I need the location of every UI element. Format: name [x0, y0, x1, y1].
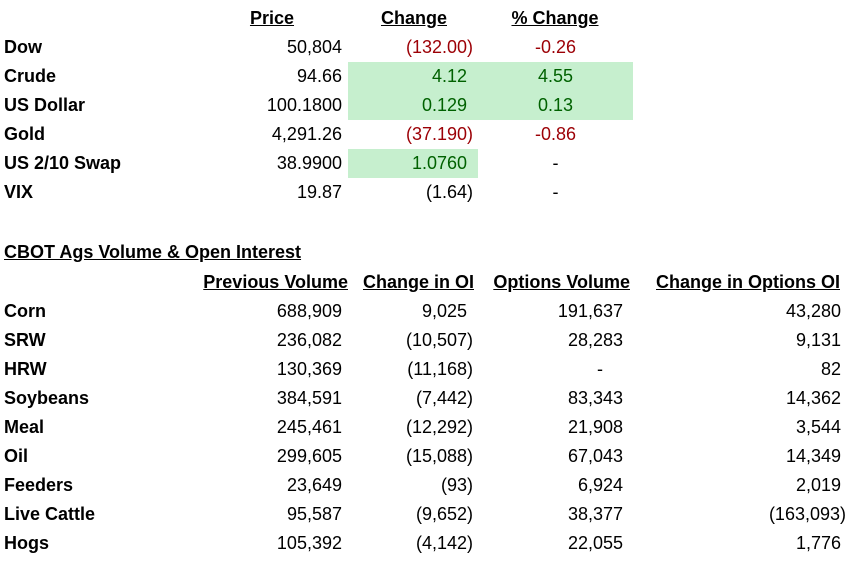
market-row-us-dollar: US Dollar 100.1800 0.129 0.13 [0, 91, 851, 120]
change-in-options-oi-value: 3,544 [795, 417, 841, 437]
previous-volume-value: 688,909 [276, 301, 342, 321]
previous-volume-value: 384,591 [276, 388, 342, 408]
cbot-row-meal: Meal 245,461 (12,292) 21,908 3,544 [0, 413, 851, 442]
price-value: 19.87 [296, 182, 342, 202]
previous-volume-value: 245,461 [276, 417, 342, 437]
options-volume-value: 21,908 [567, 417, 623, 437]
options-volume-value: 83,343 [567, 388, 623, 408]
market-label: Dow [4, 37, 42, 57]
previous-volume-header: Previous Volume [203, 272, 348, 292]
pct-change-value: 4.55 [478, 62, 633, 91]
change-in-options-oi-value: 9,131 [795, 330, 841, 350]
price-value: 100.1800 [266, 95, 342, 115]
commodity-label: Feeders [4, 475, 74, 495]
options-volume-value: 67,043 [567, 446, 623, 466]
commodity-label: Live Cattle [4, 504, 96, 524]
market-label: US 2/10 Swap [4, 153, 122, 173]
cbot-row-soybeans: Soybeans 384,591 (7,442) 83,343 14,362 [0, 384, 851, 413]
pct-change-value: -0.26 [534, 37, 577, 57]
cbot-title-row: CBOT Ags Volume & Open Interest [0, 238, 851, 267]
options-volume-value: - [597, 359, 603, 379]
market-header-row: Price Change % Change [0, 4, 851, 33]
options-volume-value: 22,055 [567, 533, 623, 553]
change-value: 4.12 [348, 62, 478, 91]
change-in-options-oi-value: (163,093) [768, 504, 846, 524]
price-value: 94.66 [296, 66, 342, 86]
previous-volume-value: 236,082 [276, 330, 342, 350]
cbot-row-oil: Oil 299,605 (15,088) 67,043 14,349 [0, 442, 851, 471]
market-label: Crude [4, 66, 57, 86]
price-value: 38.9900 [276, 153, 342, 173]
options-volume-value: 38,377 [567, 504, 623, 524]
previous-volume-value: 23,649 [286, 475, 342, 495]
options-volume-value: 28,283 [567, 330, 623, 350]
price-value: 50,804 [286, 37, 342, 57]
change-value: (132.00) [405, 37, 473, 57]
market-row-dow: Dow 50,804 (132.00) -0.26 [0, 33, 851, 62]
change-in-options-oi-value: 14,362 [785, 388, 841, 408]
cbot-row-corn: Corn 688,909 9,025 191,637 43,280 [0, 297, 851, 326]
cbot-row-hrw: HRW 130,369 (11,168) - 82 [0, 355, 851, 384]
change-in-oi-value: (10,507) [405, 330, 473, 350]
change-in-oi-value: (93) [440, 475, 473, 495]
market-label: VIX [4, 182, 34, 202]
change-value: (1.64) [425, 182, 473, 202]
change-in-oi-value: (9,652) [415, 504, 473, 524]
commodity-label: SRW [4, 330, 46, 350]
change-in-options-oi-value: 2,019 [795, 475, 841, 495]
change-value: (37.190) [405, 124, 473, 144]
change-in-options-oi-value: 14,349 [785, 446, 841, 466]
previous-volume-value: 130,369 [276, 359, 342, 379]
commodity-label: Corn [4, 301, 46, 321]
cbot-row-feeders: Feeders 23,649 (93) 6,924 2,019 [0, 471, 851, 500]
price-header: Price [249, 8, 295, 28]
market-row-crude: Crude 94.66 4.12 4.55 [0, 62, 851, 91]
pct-change-value: -0.86 [534, 124, 577, 144]
section-title: CBOT Ags Volume & Open Interest [4, 242, 302, 262]
commodity-label: Oil [4, 446, 29, 466]
previous-volume-value: 299,605 [276, 446, 342, 466]
change-in-oi-header: Change in OI [362, 272, 474, 292]
options-volume-value: 191,637 [557, 301, 623, 321]
change-in-oi-value: 9,025 [421, 301, 467, 321]
pct-change-header: % Change [511, 8, 599, 28]
change-in-options-oi-header: Change in Options OI [656, 272, 840, 292]
cbot-row-srw: SRW 236,082 (10,507) 28,283 9,131 [0, 326, 851, 355]
previous-volume-value: 95,587 [286, 504, 342, 524]
commodity-label: Soybeans [4, 388, 90, 408]
market-label: US Dollar [4, 95, 86, 115]
options-volume-value: 6,924 [577, 475, 623, 495]
change-header: Change [380, 8, 447, 28]
change-in-oi-value: (12,292) [405, 417, 473, 437]
change-value: 1.0760 [348, 149, 478, 178]
pct-change-value: - [552, 153, 559, 173]
previous-volume-value: 105,392 [276, 533, 342, 553]
change-in-oi-value: (11,168) [407, 359, 473, 379]
commodity-label: Hogs [4, 533, 49, 553]
change-in-oi-value: (15,088) [405, 446, 473, 466]
cbot-header-row: Previous Volume Change in OI Options Vol… [0, 268, 851, 297]
pct-change-value: - [552, 182, 559, 202]
market-row-vix: VIX 19.87 (1.64) - [0, 178, 851, 207]
market-row-gold: Gold 4,291.26 (37.190) -0.86 [0, 120, 851, 149]
options-volume-header: Options Volume [493, 272, 630, 292]
change-in-oi-value: (7,442) [415, 388, 473, 408]
change-in-oi-value: (4,142) [415, 533, 473, 553]
market-row-us-2-10-swap: US 2/10 Swap 38.9900 1.0760 - [0, 149, 851, 178]
change-in-options-oi-value: 1,776 [795, 533, 841, 553]
change-in-options-oi-value: 82 [820, 359, 841, 379]
pct-change-value: 0.13 [478, 91, 633, 120]
price-value: 4,291.26 [271, 124, 342, 144]
commodity-label: HRW [4, 359, 47, 379]
change-in-options-oi-value: 43,280 [785, 301, 841, 321]
change-value: 0.129 [348, 91, 478, 120]
market-label: Gold [4, 124, 45, 144]
commodity-label: Meal [4, 417, 45, 437]
cbot-row-live-cattle: Live Cattle 95,587 (9,652) 38,377 (163,0… [0, 500, 851, 529]
cbot-row-hogs: Hogs 105,392 (4,142) 22,055 1,776 [0, 529, 851, 558]
